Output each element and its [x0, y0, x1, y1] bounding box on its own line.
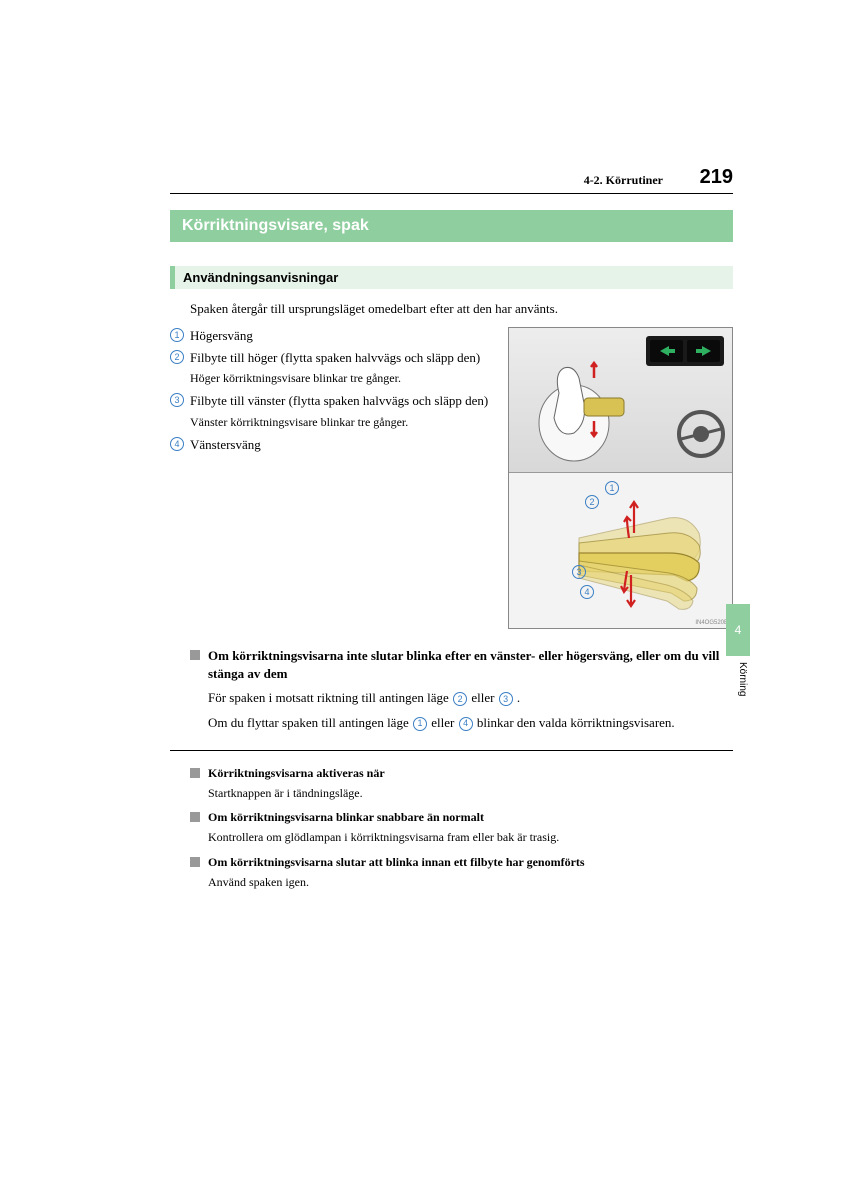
note-body: För spaken i motsatt riktning till antin… [208, 689, 733, 707]
chapter-tab: 4 [726, 604, 750, 656]
note-body: Kontrollera om glödlampan i körriktnings… [208, 829, 733, 846]
note-heading: Om körriktningsvisarna blinkar snabbare … [208, 809, 733, 826]
number-badge-icon: 3 [170, 393, 184, 407]
text-column: 1 Högersväng 2 Filbyte till höger (flytt… [170, 327, 496, 629]
intro-text: Spaken återgår till ursprungsläget omede… [190, 301, 733, 317]
number-badge-icon: 4 [170, 437, 184, 451]
image-code: IN4OG520B [695, 620, 728, 626]
illustration-top-panel [509, 328, 732, 473]
lever-illustration: 1 2 3 4 IN4OG520B [508, 327, 733, 629]
breadcrumb: 4-2. Körrutiner [584, 173, 663, 188]
diagram-label-icon: 3 [572, 565, 586, 579]
illustration-bottom-panel: 1 2 3 4 IN4OG520B [509, 473, 732, 628]
header-rule [170, 193, 733, 194]
manual-page: 4-2. Körrutiner 219 Körriktningsvisare, … [0, 0, 848, 959]
list-item: 4 Vänstersväng [170, 436, 496, 454]
square-bullet-icon [190, 650, 200, 660]
item-text: Vänstersväng [190, 436, 496, 454]
illustration-column: 1 2 3 4 IN4OG520B [508, 327, 733, 629]
list-item: 3 Filbyte till vänster (flytta spaken ha… [170, 392, 496, 410]
lever-positions-icon [539, 483, 719, 623]
square-bullet-icon [190, 768, 200, 778]
note-heading: Om körriktningsvisarna slutar att blinka… [208, 854, 733, 871]
diagram-label-icon: 1 [605, 481, 619, 495]
diagram-label-icon: 2 [585, 495, 599, 509]
inline-number-icon: 4 [459, 717, 473, 731]
content-row: 1 Högersväng 2 Filbyte till höger (flytt… [170, 327, 733, 629]
inline-number-icon: 1 [413, 717, 427, 731]
note-item: Om körriktningsvisarna inte slutar blink… [190, 647, 733, 683]
note-item: Om körriktningsvisarna slutar att blinka… [190, 854, 733, 871]
list-item: 1 Högersväng [170, 327, 496, 345]
horizontal-rule [170, 750, 733, 751]
right-turn-indicator-icon [687, 340, 720, 362]
section-title: Körriktningsvisare, spak [170, 210, 733, 242]
square-bullet-icon [190, 812, 200, 822]
note-body: Använd spaken igen. [208, 874, 733, 891]
sub-note: Vänster körriktningsvisare blinkar tre g… [190, 414, 496, 430]
left-turn-indicator-icon [650, 340, 683, 362]
number-badge-icon: 2 [170, 350, 184, 364]
additional-notes: Körriktningsvisarna aktiveras när Startk… [170, 765, 733, 891]
note-body: Startknappen är i tändningsläge. [208, 785, 733, 802]
chapter-number: 4 [735, 623, 742, 637]
note-heading: Om körriktningsvisarna inte slutar blink… [208, 647, 733, 683]
diagram-label-icon: 4 [580, 585, 594, 599]
note-item: Om körriktningsvisarna blinkar snabbare … [190, 809, 733, 826]
note-heading: Körriktningsvisarna aktiveras när [208, 765, 733, 782]
note-item: Körriktningsvisarna aktiveras när [190, 765, 733, 782]
item-text: Filbyte till vänster (flytta spaken halv… [190, 392, 496, 410]
list-item: 2 Filbyte till höger (flytta spaken halv… [170, 349, 496, 367]
indicator-panel [646, 336, 724, 366]
note-body: Om du flyttar spaken till antingen läge … [208, 714, 733, 732]
page-number: 219 [700, 166, 733, 189]
chapter-label: Körning [737, 662, 748, 696]
subsection-heading: Användningsanvisningar [170, 266, 733, 289]
steering-wheel-icon [656, 404, 726, 464]
number-badge-icon: 1 [170, 328, 184, 342]
inline-number-icon: 2 [453, 692, 467, 706]
sub-note: Höger körriktningsvisare blinkar tre gån… [190, 370, 496, 386]
item-text: Högersväng [190, 327, 496, 345]
hand-lever-icon [529, 353, 639, 463]
square-bullet-icon [190, 857, 200, 867]
inline-number-icon: 3 [499, 692, 513, 706]
item-text: Filbyte till höger (flytta spaken halvvä… [190, 349, 496, 367]
